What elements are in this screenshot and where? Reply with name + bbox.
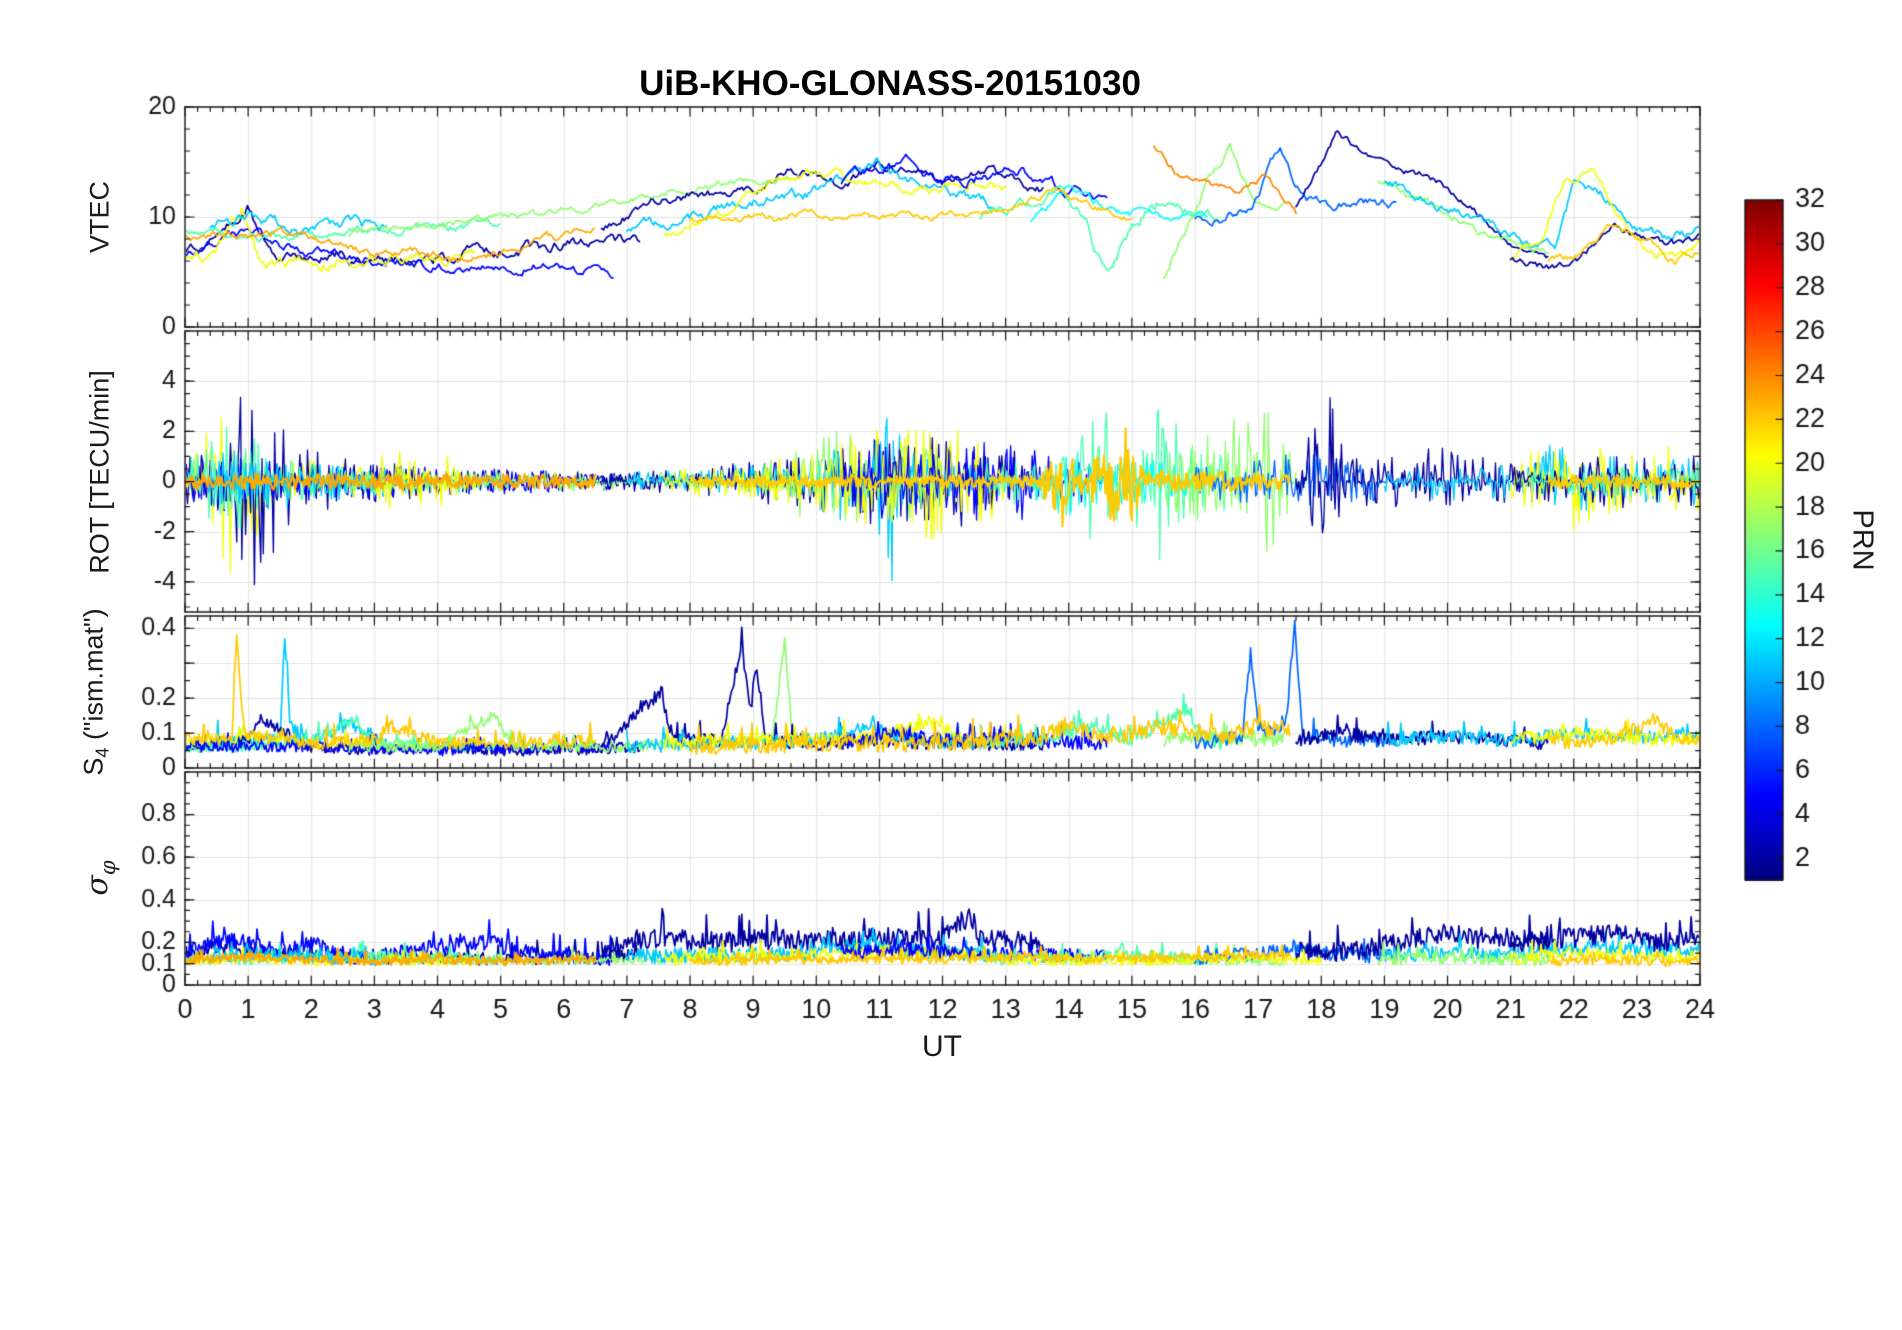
sigma-phi-axis-label: σφ (80, 860, 120, 895)
s4-axis-label-main: S (78, 757, 109, 776)
chart-title: UiB-KHO-GLONASS-20151030 (639, 64, 1141, 103)
prn-colorbar-label: PRN (1846, 509, 1879, 571)
s4-axis-label-sub: 4 (92, 747, 113, 758)
vtec-axis-label: VTEC (84, 180, 115, 254)
s4-axis-label-rest: ("ism.mat") (78, 608, 109, 748)
s4-axis-label: S4 ("ism.mat") (79, 608, 114, 775)
ut-axis-label: UT (922, 1030, 962, 1063)
rot-axis-label: ROT [TECU/min] (84, 370, 115, 574)
sigma-phi-axis-label-main: σ (80, 875, 115, 896)
sigma-phi-axis-label-sub: φ (96, 860, 120, 876)
